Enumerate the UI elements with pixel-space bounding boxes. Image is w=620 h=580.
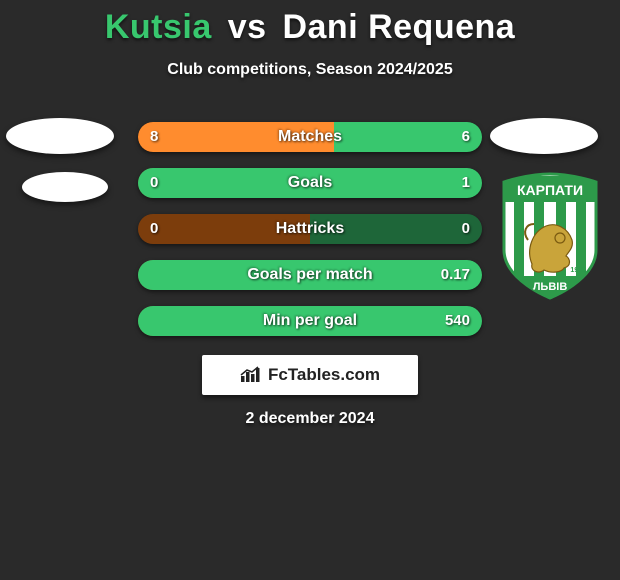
date-label: 2 december 2024 bbox=[0, 410, 620, 428]
player1-name: Kutsia bbox=[105, 8, 212, 46]
stat-label: Goals per match bbox=[138, 260, 482, 290]
stat-label: Min per goal bbox=[138, 306, 482, 336]
right-club-badges: КАРПАТИ ЛЬВІВ 1963 bbox=[490, 118, 610, 300]
stat-label: Hattricks bbox=[138, 214, 482, 244]
right-badge-placeholder-1 bbox=[490, 118, 598, 154]
vs-label: vs bbox=[228, 8, 267, 46]
left-badge-placeholder-2 bbox=[22, 172, 108, 202]
svg-text:КАРПАТИ: КАРПАТИ bbox=[517, 182, 583, 198]
stat-label: Matches bbox=[138, 122, 482, 152]
stat-value-right: 6 bbox=[462, 122, 470, 152]
stat-row: Matches8 6 bbox=[138, 122, 482, 152]
bar-chart-icon bbox=[240, 366, 262, 384]
stat-label: Goals bbox=[138, 168, 482, 198]
branding-box: FcTables.com bbox=[202, 355, 418, 395]
stat-value-left: 0 bbox=[150, 168, 158, 198]
stat-row: Min per goal540 bbox=[138, 306, 482, 336]
player2-name: Dani Requena bbox=[282, 8, 515, 46]
stats-comparison: Matches86Goals01Hattricks00Goals per mat… bbox=[138, 122, 482, 352]
stat-value-right: 0 bbox=[462, 214, 470, 244]
karpaty-crest-icon: КАРПАТИ ЛЬВІВ 1963 bbox=[500, 172, 600, 300]
svg-text:1963: 1963 bbox=[570, 267, 586, 274]
stat-value-right: 540 bbox=[445, 306, 470, 336]
left-club-badges bbox=[6, 118, 126, 220]
stat-value-right: 1 bbox=[462, 168, 470, 198]
stat-value-left: 0 bbox=[150, 214, 158, 244]
branding-label: FcTables.com bbox=[268, 365, 380, 385]
stat-row: Goals0 1 bbox=[138, 168, 482, 198]
subtitle: Club competitions, Season 2024/2025 bbox=[0, 61, 620, 79]
svg-text:ЛЬВІВ: ЛЬВІВ bbox=[533, 281, 568, 293]
stat-value-left: 8 bbox=[150, 122, 158, 152]
page-title: Kutsia vs Dani Requena bbox=[0, 0, 620, 47]
left-badge-placeholder-1 bbox=[6, 118, 114, 154]
stat-row: Hattricks0 0 bbox=[138, 214, 482, 244]
stat-value-right: 0.17 bbox=[441, 260, 470, 290]
stat-row: Goals per match0.17 bbox=[138, 260, 482, 290]
